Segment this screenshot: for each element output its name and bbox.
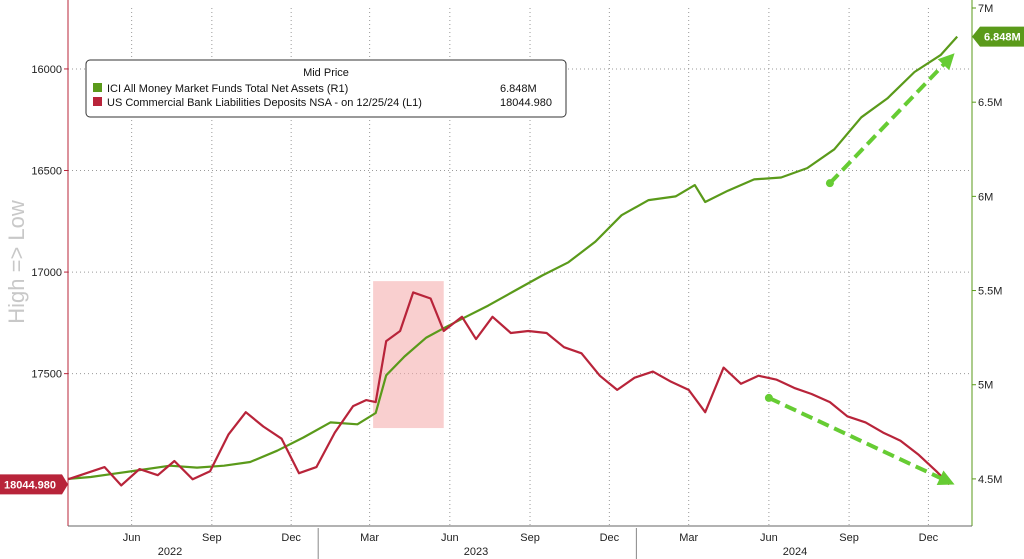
x-month-label: Sep	[520, 532, 540, 544]
left-last-value-badge	[0, 474, 68, 495]
x-month-label: Jun	[441, 532, 459, 544]
right-tick-label: 5.5M	[978, 286, 1002, 298]
legend-swatch	[93, 83, 102, 92]
x-month-label: Sep	[202, 532, 222, 544]
x-month-label: Jun	[760, 532, 778, 544]
legend-entry-value: 18044.980	[500, 97, 552, 109]
trend-arrow-line	[828, 61, 947, 185]
right-last-value-text: 6.848M	[984, 32, 1021, 44]
trend-arrow-head	[937, 53, 955, 71]
x-month-label: Dec	[919, 532, 939, 544]
left-tick-label: 16000	[31, 64, 62, 76]
axes: Jun Sep Dec Mar Jun Sep Dec Mar Jun Sep Dec 2022 202…	[31, 0, 1002, 559]
left-tick-label: 17500	[31, 369, 62, 381]
right-tick-label: 6M	[978, 191, 993, 203]
right-last-value-badge	[972, 26, 1024, 47]
left-last-value-text: 18044.980	[4, 479, 56, 491]
x-month-label: Dec	[600, 532, 620, 544]
legend-entry-label: ICI All Money Market Funds Total Net Ass…	[107, 83, 348, 95]
left-tick-label: 16500	[31, 166, 62, 178]
x-month-label: Sep	[839, 532, 859, 544]
trend-arrow-start-dot	[825, 179, 834, 188]
right-tick-label: 5M	[978, 380, 993, 392]
left-tick-label: 17000	[31, 267, 62, 279]
legend-entry-label: US Commercial Bank Liabilities Deposits …	[107, 97, 422, 109]
x-month-label: Mar	[679, 532, 698, 544]
x-year-label: 2022	[158, 546, 182, 558]
legend-title: Mid Price	[303, 67, 349, 79]
x-month-label: Jun	[123, 532, 141, 544]
right-tick-label: 6.5M	[978, 97, 1002, 109]
right-tick-label: 7M	[978, 3, 993, 15]
trend-arrow-head	[936, 470, 955, 486]
trend-arrows	[764, 53, 955, 486]
x-year-label: 2023	[464, 546, 488, 558]
legend-entry-value: 6.848M	[500, 83, 537, 95]
trend-arrow-start-dot	[764, 393, 773, 402]
last-value-badges: 6.848M 18044.980	[0, 26, 1024, 495]
x-year-label: 2024	[783, 546, 807, 558]
left-axis-title: High => Low	[4, 200, 29, 324]
x-month-label: Mar	[360, 532, 379, 544]
legend-box	[85, 59, 567, 118]
trend-arrow-line	[768, 396, 943, 481]
mmf-series-line	[67, 35, 959, 480]
legend: Mid Price ICI All Money Market Funds Tota…	[85, 59, 567, 118]
legend-swatch	[93, 97, 102, 106]
x-month-label: Dec	[281, 532, 301, 544]
series-lines	[67, 35, 959, 487]
right-tick-label: 4.5M	[978, 474, 1002, 486]
deposits-series-line	[67, 291, 951, 487]
